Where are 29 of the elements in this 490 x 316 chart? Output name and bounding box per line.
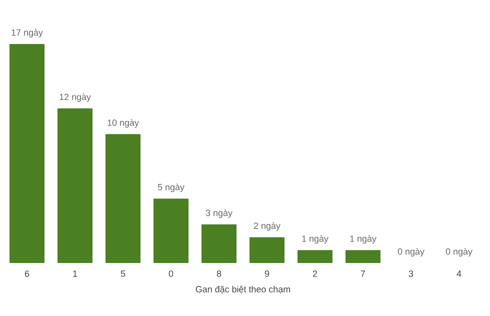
bar (250, 237, 284, 263)
x-axis-title: Gan đặc biệt theo chạm (196, 286, 290, 294)
data-label: 5 ngày (158, 184, 184, 192)
bar (154, 198, 188, 263)
x-tick-label: 2 (312, 270, 318, 277)
data-label: 12 ngày (60, 93, 91, 102)
x-tick-label: 8 (216, 270, 222, 277)
bar (58, 108, 92, 263)
bar (298, 250, 332, 263)
x-tick-label: 4 (456, 270, 462, 277)
bar (10, 44, 44, 263)
x-tick-label: 1 (73, 270, 78, 277)
data-label: 3 ngày (206, 209, 232, 218)
bar (202, 224, 236, 263)
bar (346, 250, 381, 263)
data-label: 17 ngày (12, 29, 43, 38)
bar (106, 134, 140, 263)
x-tick-label: 0 (168, 270, 174, 277)
x-tick-label: 7 (360, 270, 366, 277)
x-tick-label: 9 (264, 270, 270, 277)
data-label: 2 ngày (254, 222, 280, 231)
data-label: 0 ngày (446, 248, 472, 256)
data-label: 1 ngày (302, 235, 328, 244)
x-tick-label: 3 (408, 270, 414, 277)
x-tick-label: 5 (120, 270, 126, 277)
data-label: 0 ngày (398, 248, 424, 256)
x-tick-label: 6 (24, 270, 30, 277)
data-label: 1 ngày (350, 235, 376, 244)
data-label: 10 ngày (108, 119, 139, 128)
